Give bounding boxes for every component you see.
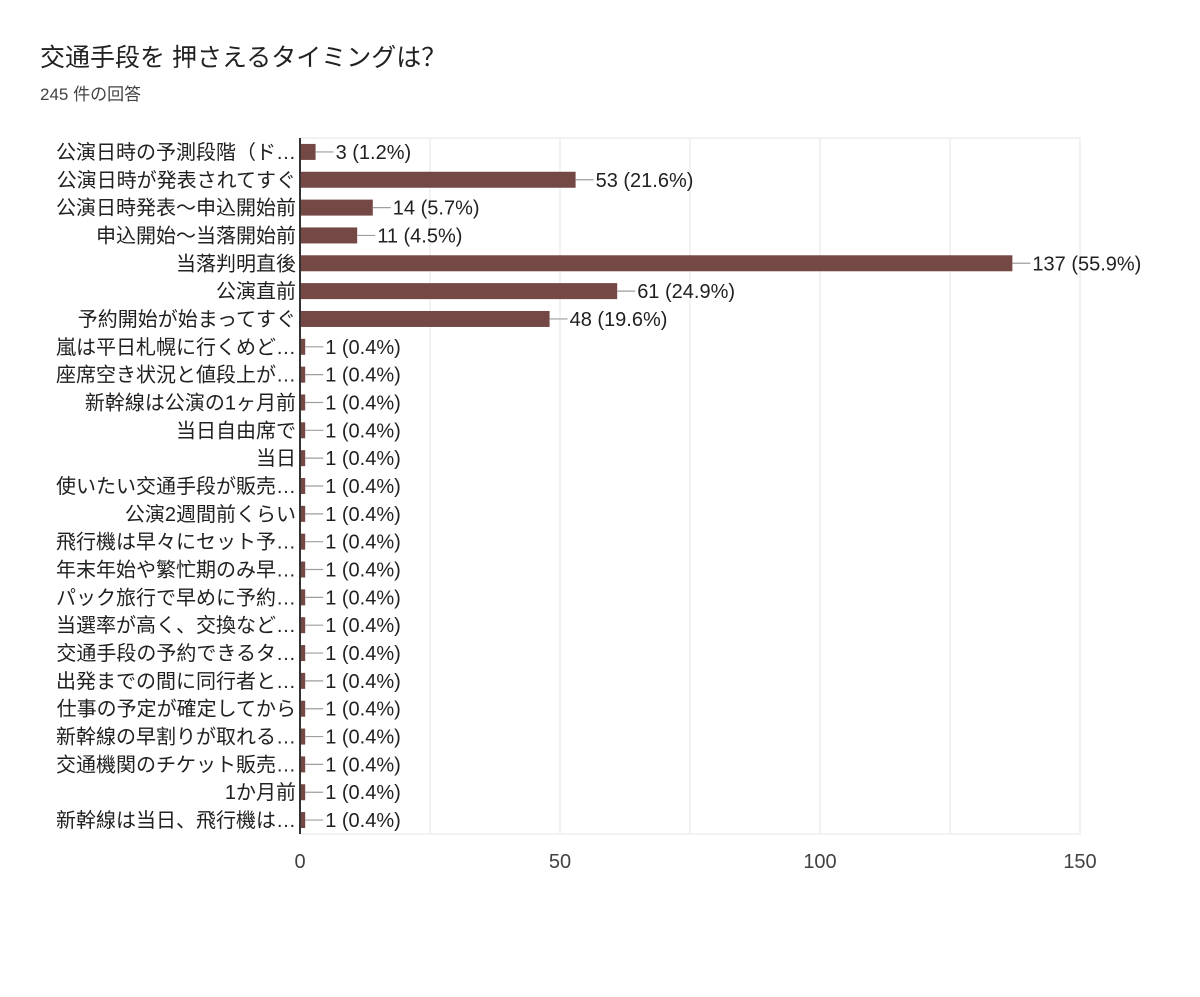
data-label: 48 (19.6%) <box>570 309 668 331</box>
category-label: 公演直前 <box>216 280 296 303</box>
data-label: 1 (0.4%) <box>325 560 401 582</box>
category-label: 申込開始～当落開始前 <box>96 224 296 247</box>
category-label: 交通機関のチケット販売… <box>56 753 296 776</box>
bar <box>300 672 306 689</box>
bar <box>300 478 306 494</box>
category-label: 新幹線は当日、飛行機は… <box>56 808 296 832</box>
data-label: 1 (0.4%) <box>325 448 401 470</box>
bar <box>300 227 358 244</box>
data-label: 1 (0.4%) <box>325 699 401 721</box>
bar <box>300 645 306 662</box>
category-label: 新幹線は公演の1ヶ月前 <box>85 390 296 414</box>
bar <box>300 255 1013 272</box>
chart-title: 交通手段を 押さえるタイミングは？ <box>40 44 447 72</box>
data-label: 1 (0.4%) <box>325 643 401 665</box>
data-label: 1 (0.4%) <box>325 587 401 609</box>
category-label: 年末年始や繁忙期のみ早… <box>56 559 296 582</box>
response-count: 245 件の回答 <box>40 85 142 104</box>
category-label: 公演日時発表～申込開始前 <box>56 197 296 220</box>
data-label: 1 (0.4%) <box>325 532 401 554</box>
bar <box>300 561 306 578</box>
category-label: パック旅行で早めに予約… <box>56 586 296 609</box>
category-label: 公演日時の予測段階（ド… <box>56 141 296 164</box>
category-label: 嵐は平日札幌に行くめど… <box>56 336 296 359</box>
x-tick-label: 100 <box>803 851 836 873</box>
data-label: 1 (0.4%) <box>325 782 401 804</box>
category-label: 当落判明直後 <box>176 252 296 275</box>
category-label: 1か月前 <box>225 781 296 804</box>
category-label: 当日 <box>256 447 296 470</box>
bar <box>300 728 306 745</box>
category-label: 座席空き状況と値段上が… <box>56 364 296 387</box>
bar <box>300 310 550 327</box>
bar <box>300 617 306 634</box>
data-label: 1 (0.4%) <box>325 337 401 359</box>
bar <box>300 700 306 717</box>
bar <box>300 283 618 300</box>
category-label: 飛行機は早々にセット予… <box>56 531 296 554</box>
category-label: 当選率が高く、交換など… <box>56 614 296 637</box>
category-label: 新幹線の早割りが取れる… <box>56 725 296 749</box>
data-label: 1 (0.4%) <box>325 392 401 414</box>
data-label: 1 (0.4%) <box>325 504 401 526</box>
bar <box>300 533 306 550</box>
data-label: 1 (0.4%) <box>325 365 401 387</box>
category-label: 公演2週間前くらい <box>125 503 296 526</box>
data-label: 1 (0.4%) <box>325 476 401 498</box>
category-label: 出発までの間に同行者と… <box>56 670 296 693</box>
category-label: 公演日時が発表されてすぐ <box>57 169 296 192</box>
data-label: 14 (5.7%) <box>393 198 480 220</box>
x-tick-label: 150 <box>1063 851 1096 873</box>
bar <box>300 756 306 773</box>
x-tick-label: 50 <box>549 851 571 873</box>
category-label: 当日自由席で <box>176 419 296 442</box>
bar <box>300 784 306 801</box>
category-label: 予約開始が始まってすぐ <box>78 308 296 331</box>
category-label: 仕事の予定が確定してから <box>57 698 296 721</box>
data-label: 1 (0.4%) <box>325 727 401 749</box>
bar <box>300 394 306 411</box>
category-label: 交通手段の予約できるタ… <box>56 642 296 665</box>
bar <box>300 812 306 829</box>
bar <box>300 589 306 606</box>
data-label: 1 (0.4%) <box>325 420 401 442</box>
bar <box>300 505 306 522</box>
data-label: 53 (21.6%) <box>596 170 694 192</box>
bar <box>300 422 306 439</box>
bar <box>300 338 306 355</box>
data-label: 1 (0.4%) <box>325 615 401 637</box>
bar <box>300 143 316 160</box>
data-label: 137 (55.9%) <box>1032 253 1141 275</box>
data-label: 1 (0.4%) <box>325 810 401 832</box>
data-label: 1 (0.4%) <box>325 754 401 776</box>
bar <box>300 366 306 383</box>
data-label: 11 (4.5%) <box>377 225 462 247</box>
category-label: 使いたい交通手段が販売… <box>56 475 296 498</box>
x-tick-label: 0 <box>294 851 305 873</box>
bar <box>300 171 576 188</box>
data-label: 61 (24.9%) <box>637 281 735 303</box>
bar <box>300 199 373 216</box>
data-label: 1 (0.4%) <box>325 671 401 693</box>
bar <box>300 450 306 467</box>
data-label: 3 (1.2%) <box>336 142 412 164</box>
